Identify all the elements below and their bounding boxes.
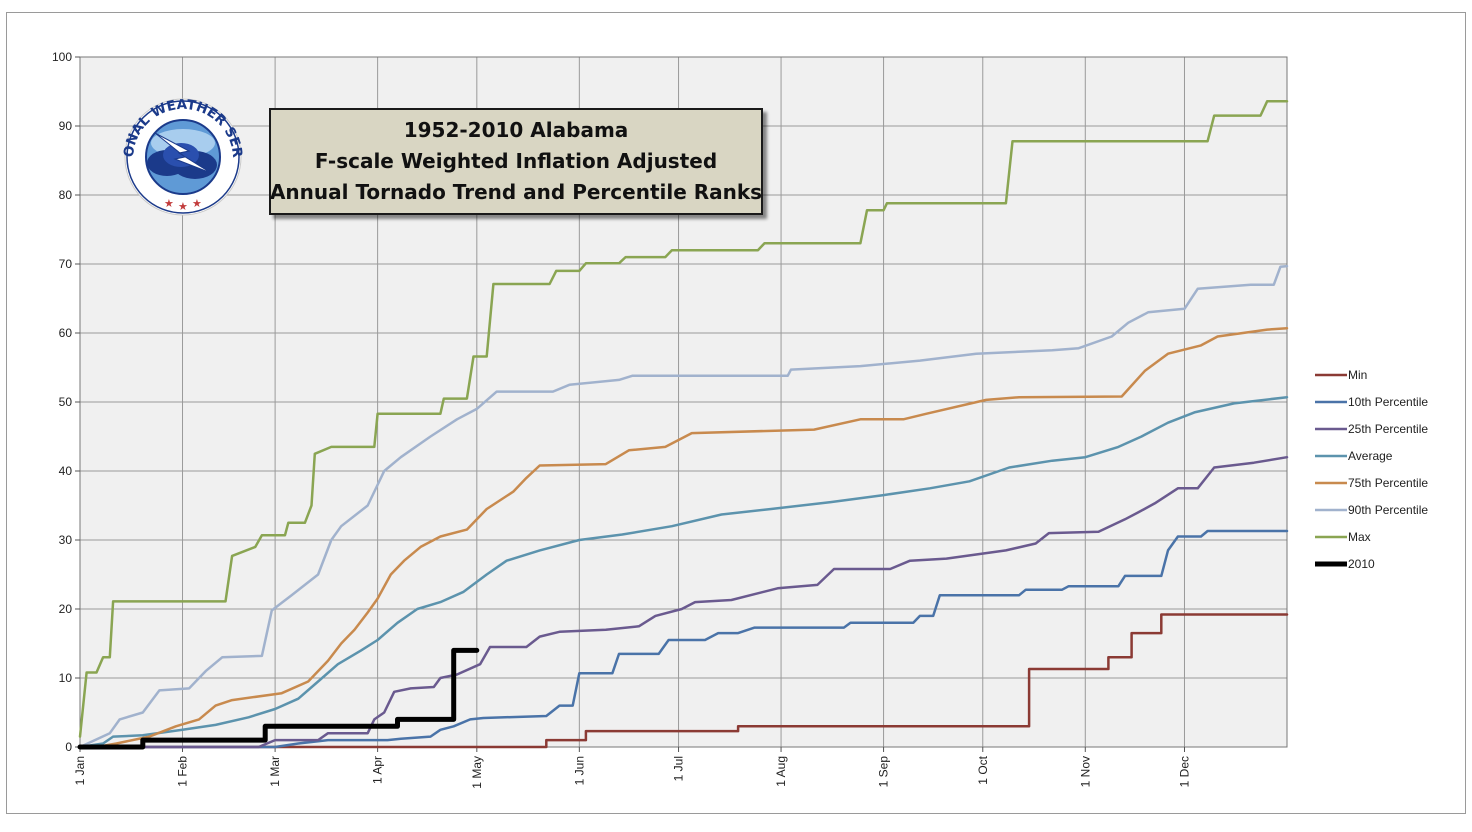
- x-tick-label: 1 Oct: [976, 755, 990, 784]
- x-tick-label: 1 Apr: [371, 756, 385, 784]
- y-tick-label: 90: [59, 119, 73, 133]
- nws-logo: NATIONAL WEATHER SERVICE ★ ★ ★: [115, 93, 245, 216]
- legend-item-75th-percentile: 75th Percentile: [1315, 476, 1428, 490]
- chart-title: 1952-2010 Alabama F-scale Weighted Infla…: [269, 108, 763, 215]
- legend-item-max: Max: [1315, 530, 1371, 544]
- x-tick-label: 1 Feb: [176, 756, 190, 787]
- legend-label: Average: [1348, 449, 1393, 463]
- series-line-10th-percentile: [78, 529, 1289, 749]
- legend-item-min: Min: [1315, 368, 1367, 382]
- legend-item-10th-percentile: 10th Percentile: [1315, 395, 1428, 409]
- title-line-1: 1952-2010 Alabama: [403, 118, 629, 142]
- x-tick-label: 1 Mar: [268, 756, 282, 787]
- x-tick-label: 1 Aug: [774, 756, 788, 787]
- y-tick-label: 40: [59, 464, 73, 478]
- series-line-max: [78, 99, 1289, 738]
- title-line-3: Annual Tornado Trend and Percentile Rank…: [269, 180, 763, 204]
- series-line-75th-percentile: [78, 326, 1289, 749]
- x-tick-label: 1 Jun: [572, 756, 586, 785]
- legend-label: Max: [1348, 530, 1371, 544]
- y-tick-label: 10: [59, 671, 73, 685]
- legend-item-2010: 2010: [1315, 557, 1375, 571]
- title-line-2: F-scale Weighted Inflation Adjusted: [314, 149, 718, 173]
- series-line-2010: [77, 647, 480, 750]
- legend: Min 10th Percentile 25th Percentile Average…: [1315, 368, 1428, 571]
- series-line-25th-percentile: [78, 455, 1289, 749]
- y-tick-label: 50: [59, 395, 73, 409]
- star-icon: ★: [192, 198, 202, 210]
- x-tick-label: 1 Nov: [1078, 756, 1092, 787]
- series-line-90th-percentile: [78, 264, 1289, 749]
- legend-label: 2010: [1348, 557, 1375, 571]
- series-line-min: [78, 613, 1289, 749]
- x-axis: 1 Jan 1 Feb 1 Mar 1 Apr 1 May 1 Jun 1 Jul 1 Aug…: [73, 747, 1191, 789]
- y-tick-label: 0: [65, 740, 72, 754]
- legend-item-25th-percentile: 25th Percentile: [1315, 422, 1428, 436]
- legend-label: 90th Percentile: [1348, 503, 1428, 517]
- legend-label: 75th Percentile: [1348, 476, 1428, 490]
- series-lines: [77, 99, 1289, 750]
- x-tick-label: 1 Dec: [1177, 756, 1191, 787]
- legend-label: Min: [1348, 368, 1367, 382]
- legend-item-90th-percentile: 90th Percentile: [1315, 503, 1428, 517]
- y-tick-label: 80: [59, 188, 73, 202]
- y-tick-label: 20: [59, 602, 73, 616]
- y-tick-label: 30: [59, 533, 73, 547]
- x-tick-label: 1 Sep: [877, 756, 891, 788]
- legend-label: 10th Percentile: [1348, 395, 1428, 409]
- chart-frame: 0 10 20 30 40 50 60 70 80 90 100 1 Jan 1 Feb 1 Mar 1 …: [6, 12, 1466, 814]
- y-axis: 0 10 20 30 40 50 60 70 80 90 100: [52, 50, 80, 754]
- x-tick-label: 1 Jan: [73, 756, 87, 785]
- series-line-average: [78, 395, 1289, 749]
- x-tick-label: 1 May: [470, 756, 484, 789]
- legend-item-average: Average: [1315, 449, 1393, 463]
- star-icon: ★: [164, 198, 174, 210]
- star-icon: ★: [178, 201, 188, 213]
- x-tick-label: 1 Jul: [672, 756, 686, 781]
- legend-label: 25th Percentile: [1348, 422, 1428, 436]
- y-tick-label: 70: [59, 257, 73, 271]
- y-tick-label: 60: [59, 326, 73, 340]
- y-tick-label: 100: [52, 50, 72, 64]
